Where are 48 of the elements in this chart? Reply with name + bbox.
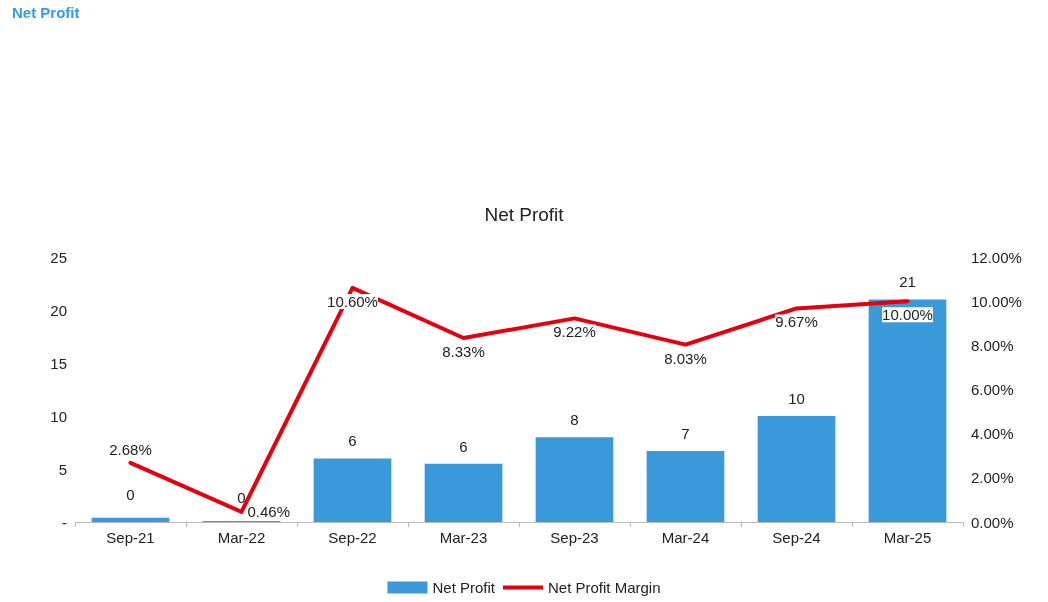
data-label: 8.03% <box>664 349 707 367</box>
data-label: 10.60% <box>327 292 378 310</box>
y2-tick-label: 6.00% <box>971 381 1014 398</box>
data-label: 8 <box>570 411 579 429</box>
bar <box>535 437 614 522</box>
y2-tick-label: 12.00% <box>971 248 1022 266</box>
bar <box>424 463 503 522</box>
x-tick-label: Sep-24 <box>772 529 821 546</box>
data-label: 0 <box>237 488 246 506</box>
y-tick-label: 20 <box>50 301 67 319</box>
x-tick-label: Mar-25 <box>883 529 932 546</box>
bar <box>91 517 170 522</box>
data-label: 21 <box>899 273 916 291</box>
data-label: 7 <box>681 424 690 442</box>
x-tick-label: Mar-22 <box>217 529 266 546</box>
y-tick-label: 25 <box>50 248 67 266</box>
legend-label: Net Profit <box>432 579 496 596</box>
legend-label: Net Profit Margin <box>547 579 661 596</box>
x-tick-label: Mar-23 <box>439 529 488 546</box>
data-label: 9.22% <box>553 323 596 341</box>
data-label: 0.46% <box>247 503 291 521</box>
y-tick-label: 15 <box>50 354 67 372</box>
text: Net Profit <box>12 4 80 21</box>
data-label: 9.67% <box>775 313 818 331</box>
y2-tick-label: 4.00% <box>971 425 1014 443</box>
y2-tick-label: 10.00% <box>971 292 1022 310</box>
x-tick-label: Sep-22 <box>328 529 377 546</box>
data-label: 2.68% <box>109 440 152 458</box>
data-label: 10.00% <box>882 306 933 324</box>
y2-tick-label: 8.00% <box>971 336 1014 354</box>
x-tick-label: Mar-24 <box>661 529 710 546</box>
y2-tick-label: 0.00% <box>971 513 1014 531</box>
data-label: 10 <box>788 390 805 407</box>
y-tick-label: - <box>62 513 67 531</box>
x-tick-label: Sep-23 <box>550 529 599 546</box>
bar <box>646 450 725 522</box>
bar <box>757 416 836 522</box>
y-tick-label: 10 <box>50 407 67 425</box>
data-label: 6 <box>459 437 468 455</box>
data-label: 0 <box>126 485 135 503</box>
y2-tick-label: 2.00% <box>971 469 1014 487</box>
chart-title: Net Profit <box>484 204 565 225</box>
data-label: 8.33% <box>442 343 485 361</box>
data-label: 6 <box>348 432 357 450</box>
bar <box>868 299 947 522</box>
bar <box>313 458 392 522</box>
x-tick-label: Sep-21 <box>106 529 155 546</box>
y-tick-label: 5 <box>58 460 67 478</box>
